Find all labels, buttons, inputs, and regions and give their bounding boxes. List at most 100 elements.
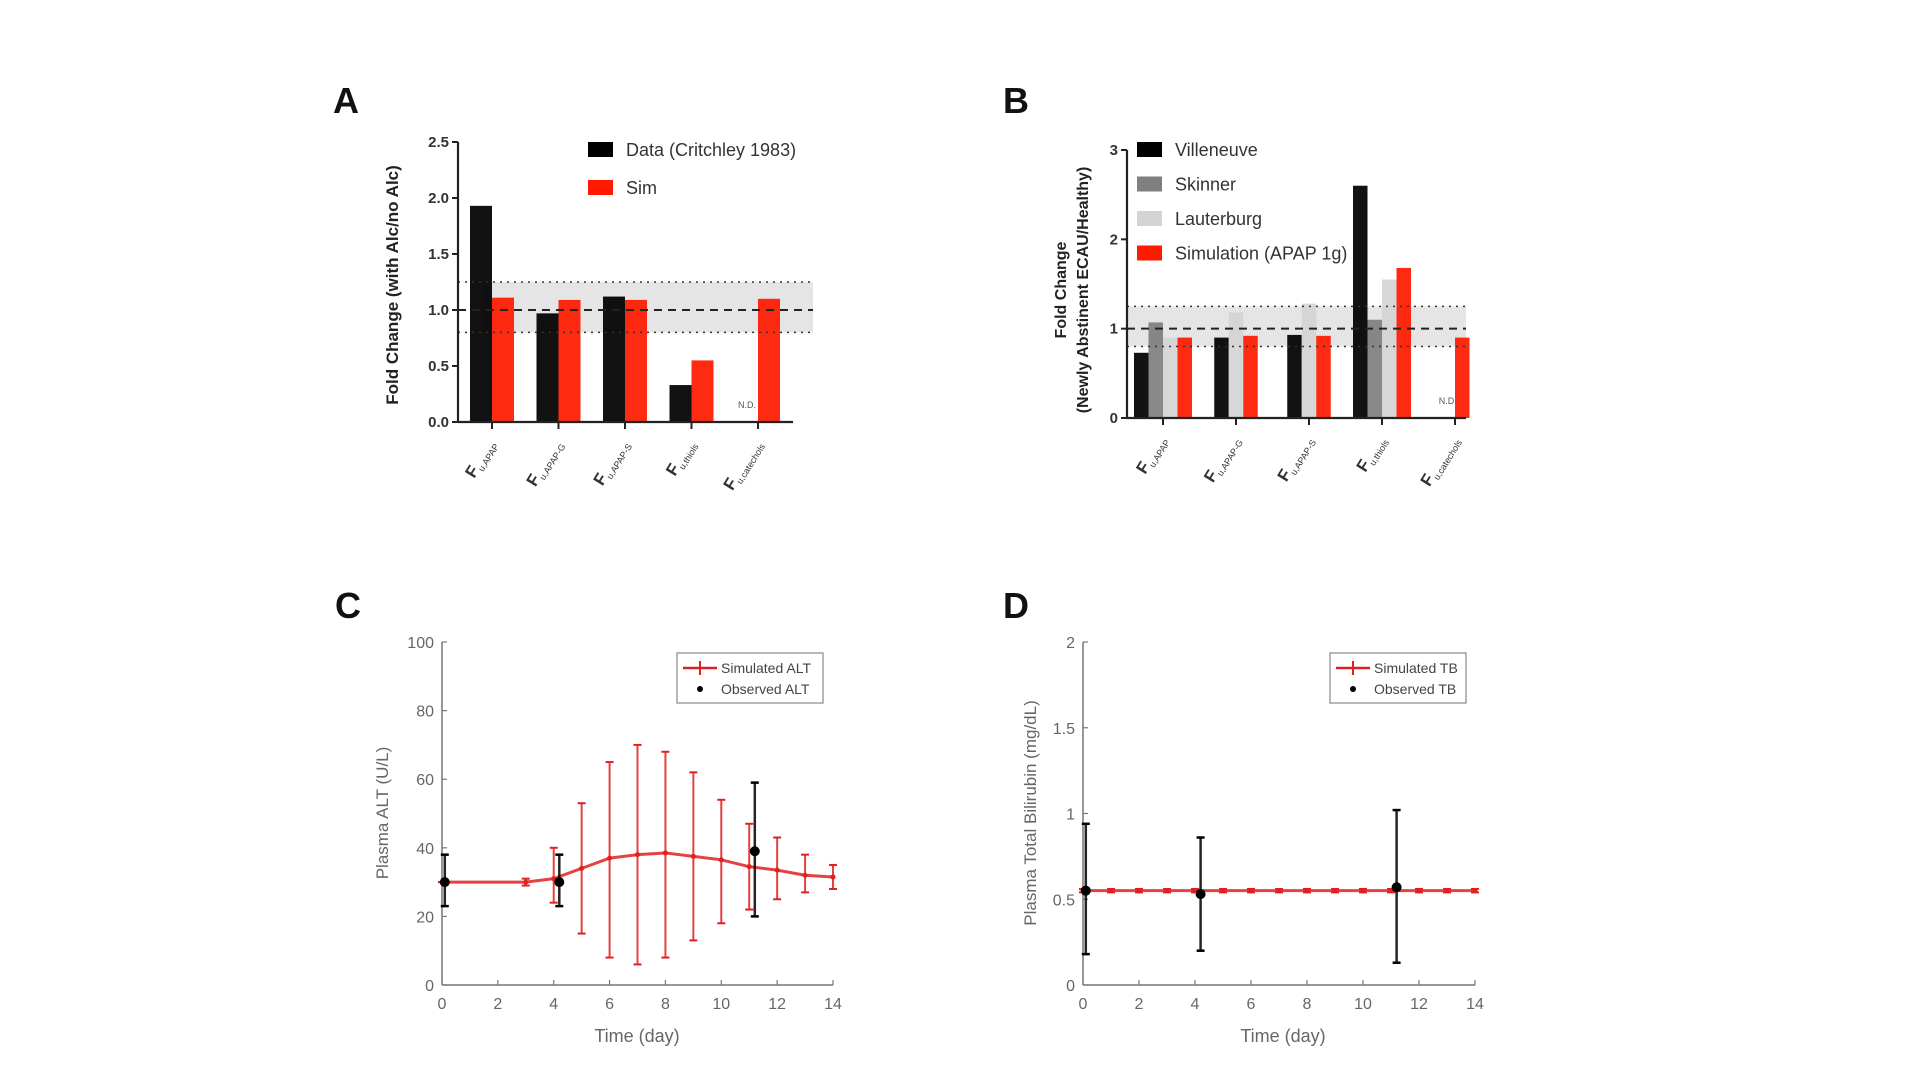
- panel-letter-d: D: [1003, 585, 1029, 626]
- c-legend-label: Simulated ALT: [721, 660, 811, 676]
- d-simulated-tb-marker: [1332, 888, 1338, 894]
- d-simulated-tb-marker: [1304, 888, 1310, 894]
- b-x-tick-label-sub: u,APAP-G: [1215, 438, 1245, 478]
- panel-letter-a: A: [333, 80, 359, 121]
- a-x-tick-label: Fu,APAP-G: [523, 436, 568, 491]
- b-x-tick-label-sub: u,APAP: [1147, 438, 1172, 469]
- c-x-tick-label: 10: [712, 996, 730, 1013]
- d-observed-tb-point: [1391, 882, 1402, 893]
- b-bar-villeneuve-2: [1287, 334, 1302, 418]
- b-legend-swatch: [1137, 142, 1162, 157]
- d-simulated-tb-marker: [1108, 888, 1114, 894]
- d-simulated-tb-marker: [1276, 888, 1282, 894]
- c-y-axis-label: Plasma ALT (U/L): [373, 747, 392, 880]
- d-simulated-tb-marker: [1444, 888, 1450, 894]
- c-observed-alt-point: [554, 877, 565, 888]
- b-x-tick-label: Fu,catechols: [1417, 432, 1465, 491]
- a-y-tick-label: 2.0: [428, 190, 449, 207]
- d-simulated-tb-marker: [1164, 888, 1170, 894]
- c-y-tick-label: 100: [407, 635, 434, 652]
- panel-b-bar-chart: Fu,APAP Fu,APAP-G Fu,APAP-S Fu,thiols N.D. Fu…: [1110, 140, 1470, 491]
- b-y-tick-label: 3: [1110, 142, 1118, 159]
- b-legend-label: Skinner: [1175, 175, 1236, 195]
- d-y-tick-label: 2: [1066, 635, 1075, 652]
- d-x-tick-label: 8: [1303, 996, 1312, 1013]
- b-y-axis-label-line1: Fold Change: [1053, 241, 1070, 338]
- b-legend-swatch: [1137, 176, 1162, 192]
- b-bar-skinner-0: [1148, 322, 1163, 418]
- a-bar-data-critchley-1983--0: [470, 205, 492, 422]
- c-x-axis-label: Time (day): [594, 1026, 679, 1046]
- d-simulated-tb-marker: [1472, 888, 1478, 894]
- c-simulated-alt-marker: [607, 855, 613, 861]
- a-x-tick-label-sub: u,APAP: [476, 442, 501, 473]
- d-y-tick-label: 0.5: [1053, 892, 1075, 909]
- a-legend-swatch: [588, 142, 613, 157]
- d-y-tick-label: 0: [1066, 978, 1075, 995]
- b-bar-simulation-apap-1g--1: [1243, 335, 1258, 418]
- c-simulated-alt-marker: [718, 857, 724, 863]
- a-x-tick-label: Fu,APAP-S: [590, 436, 634, 490]
- c-observed-alt-point: [439, 877, 450, 888]
- c-x-tick-label: 12: [768, 996, 786, 1013]
- c-simulated-alt-marker: [802, 872, 808, 878]
- b-bar-lauterburg-1: [1228, 312, 1244, 418]
- a-x-tick-label-sub: u,thiols: [677, 441, 701, 471]
- b-x-tick-label: Fu,APAP-S: [1274, 432, 1318, 486]
- c-simulated-alt-marker: [774, 867, 780, 873]
- b-x-tick-label: Fu,thiols: [1353, 432, 1392, 477]
- d-observed-tb-point: [1080, 885, 1091, 896]
- c-observed-alt-point: [749, 846, 760, 857]
- d-x-tick-label: 10: [1354, 996, 1372, 1013]
- b-bar-skinner-3: [1367, 319, 1382, 418]
- d-x-axis-label: Time (day): [1240, 1026, 1325, 1046]
- d-simulated-tb-marker: [1136, 888, 1142, 894]
- a-legend-label: Sim: [626, 178, 657, 198]
- c-x-tick-label: 0: [438, 996, 447, 1013]
- d-simulated-tb-marker: [1220, 888, 1226, 894]
- d-simulated-tb-marker: [1248, 888, 1254, 894]
- c-legend-point-icon: [697, 686, 703, 692]
- c-simulated-alt-marker: [690, 853, 696, 859]
- a-legend-label: Data (Critchley 1983): [626, 140, 796, 160]
- c-x-tick-label: 6: [605, 996, 614, 1013]
- d-simulated-tb-marker: [1416, 888, 1422, 894]
- b-legend-label: Lauterburg: [1175, 209, 1262, 229]
- panel-a-bar-chart: Fu,APAP Fu,APAP-G Fu,APAP-S Fu,thiols N.D. Fu…: [428, 134, 813, 494]
- a-y-tick-label: 1.0: [428, 302, 449, 319]
- a-x-tick-label-sub: u,APAP-S: [604, 442, 634, 481]
- b-bar-villeneuve-1: [1214, 337, 1229, 418]
- c-simulated-alt-marker: [635, 852, 640, 858]
- a-x-tick-label-sub: u,APAP-G: [537, 442, 567, 482]
- b-x-tick-label-sub: u,APAP-S: [1288, 438, 1318, 477]
- a-bar-sim-0: [492, 297, 514, 422]
- a-y-tick-label: 2.5: [428, 134, 449, 151]
- a-bar-data-critchley-1983--3: [669, 385, 692, 422]
- b-bar-simulation-apap-1g--0: [1177, 337, 1192, 418]
- b-x-tick-label-sub: u,thiols: [1367, 437, 1391, 467]
- b-nd-label: N.D.: [1439, 396, 1457, 406]
- b-legend-label: Villeneuve: [1175, 140, 1258, 160]
- a-bar-data-critchley-1983--2: [603, 296, 625, 422]
- d-x-tick-label: 2: [1135, 996, 1144, 1013]
- d-legend-label: Simulated TB: [1374, 660, 1458, 676]
- b-bar-lauterburg-3: [1382, 279, 1397, 418]
- c-simulated-alt-marker: [746, 864, 752, 870]
- d-legend-point-icon: [1350, 686, 1356, 692]
- d-x-tick-label: 14: [1466, 996, 1484, 1013]
- b-legend-label: Simulation (APAP 1g): [1175, 244, 1347, 264]
- b-y-tick-label: 0: [1110, 410, 1118, 427]
- b-x-tick-label: Fu,APAP-G: [1200, 432, 1245, 487]
- a-bar-sim-4: [758, 298, 780, 422]
- a-nd-label: N.D.: [738, 400, 756, 410]
- a-x-tick-label: Fu,thiols: [662, 436, 701, 481]
- c-simulated-alt-marker: [523, 879, 529, 885]
- d-observed-tb-point: [1195, 889, 1206, 900]
- b-x-tick-label-sub: u,catechols: [1431, 437, 1464, 481]
- c-y-tick-label: 0: [425, 978, 434, 995]
- c-simulated-alt-marker: [662, 850, 668, 856]
- c-legend-label: Observed ALT: [721, 681, 810, 697]
- c-y-tick-label: 60: [416, 772, 434, 789]
- panel-letter-c: C: [335, 585, 361, 626]
